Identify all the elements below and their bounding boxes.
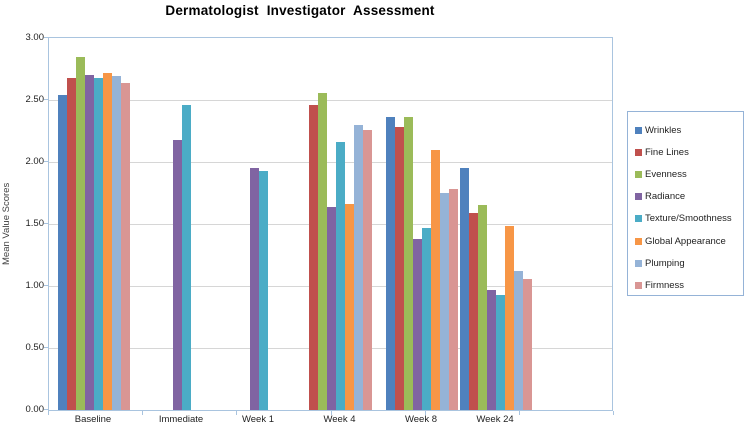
bar-radiance-week-24: [487, 290, 496, 410]
legend-item-plumping: Plumping: [635, 252, 741, 274]
bar-radiance-week-1: [250, 168, 259, 410]
bar-wrinkles-week-24: [460, 168, 469, 410]
bar-fine-lines-week-8: [395, 127, 404, 410]
x-tick-label-week-4: Week 4: [323, 414, 356, 425]
bar-plumping-week-4: [354, 125, 363, 410]
legend-swatch-evenness: [635, 170, 642, 178]
chart-title: Dermatologist Investigator Assessment: [165, 3, 435, 18]
y-tick-label-2.00: 2.00: [25, 156, 45, 167]
legend-item-firmness: Firmness: [635, 274, 741, 296]
bar-firmness-baseline: [121, 83, 130, 410]
legend-swatch-fine-lines: [635, 148, 642, 156]
y-tick-mark-0.50: [44, 347, 48, 348]
bar-group-baseline: [58, 57, 130, 410]
bar-evenness-week-8: [404, 117, 413, 410]
bar-global-appearance-week-24: [505, 226, 514, 410]
y-tick-label-2.50: 2.50: [25, 94, 45, 105]
bar-radiance-week-4: [327, 207, 336, 410]
bar-fine-lines-baseline: [67, 78, 76, 410]
legend-item-evenness: Evenness: [635, 163, 741, 185]
legend-label-texture-smoothness: Texture/Smoothness: [645, 213, 732, 225]
bar-evenness-week-4: [318, 93, 327, 410]
y-tick-mark-0.00: [44, 409, 48, 410]
x-tick-label-week-1: Week 1: [241, 414, 275, 425]
legend-label-fine-lines: Fine Lines: [645, 146, 689, 158]
y-tick-mark-1.50: [44, 223, 48, 224]
bar-group-week-24: [460, 168, 532, 410]
legend-swatch-texture-smoothness: [635, 215, 642, 223]
legend-label-wrinkles: Wrinkles: [645, 124, 682, 136]
y-tick-mark-2.50: [44, 99, 48, 100]
legend-label-firmness: Firmness: [645, 279, 685, 291]
x-tick-mark-2: [236, 411, 237, 415]
bar-texture-smoothness-week-24: [496, 295, 505, 410]
legend-label-plumping: Plumping: [645, 257, 685, 269]
bar-global-appearance-week-8: [431, 150, 440, 410]
gridline-2.00: [49, 162, 612, 163]
bar-texture-smoothness-immediate: [182, 105, 191, 410]
bar-texture-smoothness-week-4: [336, 142, 345, 410]
y-tick-mark-2.00: [44, 161, 48, 162]
legend-label-global-appearance: Global Appearance: [645, 235, 726, 247]
bar-radiance-baseline: [85, 75, 94, 410]
y-tick-mark-1.00: [44, 285, 48, 286]
bar-wrinkles-baseline: [58, 95, 67, 410]
y-tick-mark-3.00: [44, 37, 48, 38]
bar-texture-smoothness-baseline: [94, 78, 103, 410]
bar-plumping-week-8: [440, 193, 449, 410]
bar-evenness-week-24: [478, 205, 487, 410]
x-tick-mark-5: [519, 411, 520, 415]
legend-label-evenness: Evenness: [645, 168, 687, 180]
bar-firmness-week-8: [449, 189, 458, 410]
y-tick-label-1.00: 1.00: [25, 280, 45, 291]
bar-plumping-baseline: [112, 76, 121, 410]
bar-group-week-4: [309, 93, 372, 410]
bar-fine-lines-week-4: [309, 105, 318, 410]
x-tick-mark-6: [613, 411, 614, 415]
x-tick-label-baseline: Baseline: [74, 414, 112, 425]
bar-fine-lines-week-24: [469, 213, 478, 410]
bar-texture-smoothness-week-8: [422, 228, 431, 410]
y-tick-label-1.50: 1.50: [25, 218, 45, 229]
legend-item-radiance: Radiance: [635, 186, 741, 208]
x-tick-mark-4: [425, 411, 426, 415]
bar-firmness-week-4: [363, 130, 372, 410]
legend-label-radiance: Radiance: [645, 191, 686, 203]
y-tick-label-3.00: 3.00: [25, 32, 45, 43]
bar-wrinkles-week-8: [386, 117, 395, 410]
bar-evenness-baseline: [76, 57, 85, 410]
plot-area: [48, 37, 613, 411]
x-tick-label-immediate: Immediate: [158, 414, 204, 425]
legend-swatch-radiance: [635, 193, 642, 201]
legend-item-texture-smoothness: Texture/Smoothness: [635, 208, 741, 230]
x-tick-mark-0: [48, 411, 49, 415]
bar-global-appearance-week-4: [345, 204, 354, 410]
bar-texture-smoothness-week-1: [259, 171, 268, 410]
legend-swatch-plumping: [635, 259, 642, 267]
y-tick-label-0.50: 0.50: [25, 342, 45, 353]
x-tick-label-week-8: Week 8: [404, 414, 438, 425]
gridline-2.50: [49, 100, 612, 101]
bar-radiance-immediate: [173, 140, 182, 410]
bar-radiance-week-8: [413, 239, 422, 410]
bar-firmness-week-24: [523, 279, 532, 410]
legend-item-fine-lines: Fine Lines: [635, 141, 741, 163]
x-tick-label-week-24: Week 24: [476, 414, 514, 425]
legend-swatch-firmness: [635, 281, 642, 289]
bar-group-week-8: [386, 117, 458, 410]
legend-swatch-global-appearance: [635, 237, 642, 245]
bar-group-week-1: [250, 168, 268, 410]
bar-plumping-week-24: [514, 271, 523, 410]
y-tick-label-0.00: 0.00: [25, 404, 45, 415]
legend-swatch-wrinkles: [635, 126, 642, 134]
bar-group-immediate: [173, 105, 191, 410]
legend: Wrinkles Fine Lines Evenness Radiance Textur…: [627, 111, 744, 296]
x-tick-mark-1: [142, 411, 143, 415]
legend-item-global-appearance: Global Appearance: [635, 230, 741, 252]
legend-item-wrinkles: Wrinkles: [635, 119, 741, 141]
bar-global-appearance-baseline: [103, 73, 112, 410]
x-tick-mark-3: [331, 411, 332, 415]
